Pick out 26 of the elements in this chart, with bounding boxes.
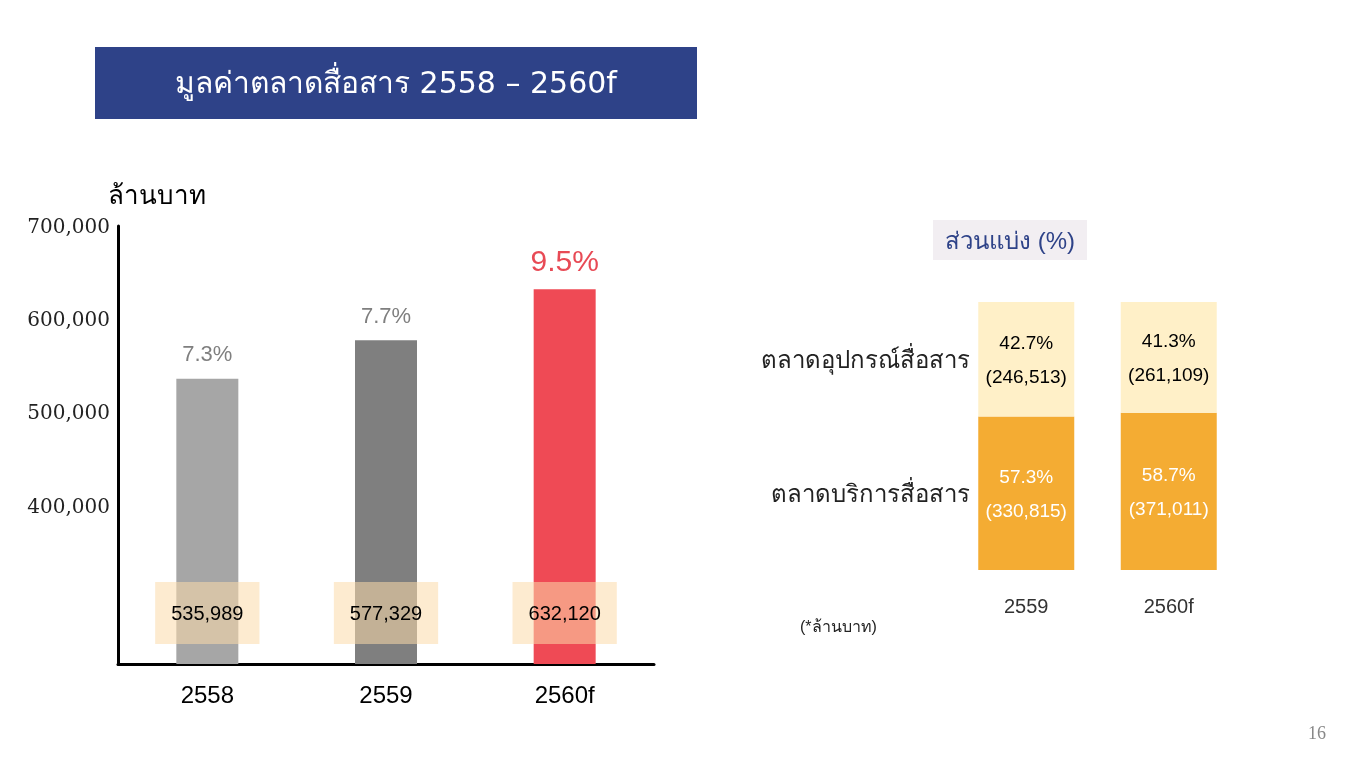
y-tick-label: 500,000 bbox=[27, 400, 110, 425]
y-tick-label: 700,000 bbox=[27, 214, 110, 238]
text: 16 bbox=[1308, 723, 1326, 744]
text: (*ล้านบาท) bbox=[800, 617, 877, 635]
x-tick-label: 2560f bbox=[534, 680, 596, 708]
x-tick-label: 2559 bbox=[1004, 595, 1049, 617]
x-tick-label: 2558 bbox=[180, 680, 235, 708]
y-tick-label: 600,000 bbox=[27, 307, 110, 332]
data-label: 58.7% (371,011) bbox=[1128, 463, 1209, 519]
data-label: 632,120 bbox=[528, 602, 601, 624]
annotation: 9.5% bbox=[530, 243, 599, 277]
series-label: ตลาดอุปกรณ์สื่อสาร bbox=[761, 342, 971, 375]
annotation: 7.3% bbox=[182, 341, 233, 367]
x-tick-label: 2560f bbox=[1143, 595, 1195, 617]
annotation: 7.7% bbox=[360, 302, 412, 328]
chart-title: มูลค่าตลาดสื่อสาร 2558 – 2560f bbox=[95, 47, 697, 119]
x-tick-label: 2559 bbox=[359, 680, 413, 708]
data-label: 41.3% (261,109) bbox=[1128, 329, 1210, 385]
data-label: 42.7% (246,513) bbox=[985, 331, 1067, 387]
chart-title: ส่วนแบ่ง (%) bbox=[945, 226, 1075, 254]
data-label: 577,329 bbox=[349, 602, 423, 624]
data-label: 57.3% (330,815) bbox=[985, 465, 1067, 521]
y-axis-title: ล้านบาท bbox=[108, 180, 206, 210]
y-tick-label: 400,000 bbox=[27, 493, 110, 518]
series-label: ตลาดบริการสื่อสาร bbox=[771, 476, 971, 507]
data-label: 535,989 bbox=[171, 602, 244, 624]
